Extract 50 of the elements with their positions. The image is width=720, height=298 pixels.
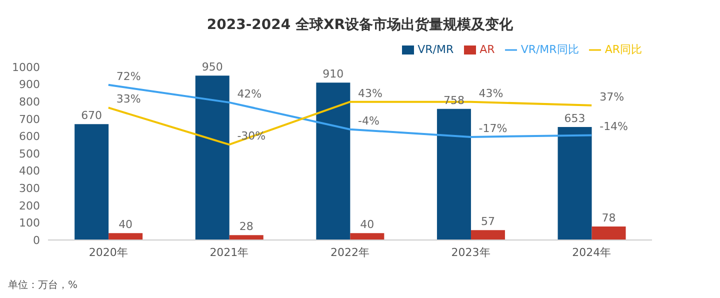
data-label: 40 xyxy=(360,218,374,232)
data-label: 33% xyxy=(116,92,141,106)
data-label: 40 xyxy=(118,218,133,232)
y-tick-label: 500 xyxy=(19,147,40,160)
y-tick-label: 600 xyxy=(19,130,40,144)
data-label: 72% xyxy=(116,70,141,83)
data-label: 43% xyxy=(358,86,382,100)
x-tick-label: 2024年 xyxy=(572,246,612,259)
legend-label: VR/MR同比 xyxy=(520,43,579,56)
bar xyxy=(316,82,350,240)
bar xyxy=(558,127,592,240)
y-tick-label: 300 xyxy=(19,182,40,196)
bar xyxy=(592,226,626,240)
x-tick-label: 2022年 xyxy=(330,246,370,259)
data-label: 57 xyxy=(480,215,495,228)
data-label: 78 xyxy=(602,212,616,225)
x-tick-label: 2021年 xyxy=(210,246,249,259)
y-tick-label: 900 xyxy=(19,78,40,92)
data-label: 670 xyxy=(81,109,102,122)
data-label: -14% xyxy=(600,120,628,134)
legend-label: AR xyxy=(480,43,495,56)
data-label: 910 xyxy=(322,68,344,81)
bar xyxy=(350,233,384,240)
bar xyxy=(108,233,143,240)
y-tick-label: 800 xyxy=(19,96,40,109)
x-tick-label: 2020年 xyxy=(88,246,128,259)
data-label: 950 xyxy=(202,60,223,74)
data-label: 42% xyxy=(237,87,262,100)
bar xyxy=(195,76,230,240)
y-tick-label: 1000 xyxy=(12,60,40,74)
bar xyxy=(229,235,264,240)
bar xyxy=(436,108,471,240)
data-label: -4% xyxy=(358,114,380,128)
y-tick-label: 200 xyxy=(19,199,40,212)
y-tick-label: 100 xyxy=(19,216,40,230)
data-label: 653 xyxy=(564,112,586,126)
bar xyxy=(470,230,505,240)
data-label: -17% xyxy=(478,122,508,135)
x-tick-label: 2023年 xyxy=(451,246,490,259)
text: 单位：万台，% xyxy=(8,280,78,291)
chart-title: 2023-2024 全球XR设备市场出货量规模及变化 xyxy=(206,16,514,35)
legend-label: VR/MR xyxy=(418,43,454,56)
data-label: 37% xyxy=(600,90,624,104)
data-label: 28 xyxy=(239,220,254,234)
bar xyxy=(74,124,109,240)
data-label: 43% xyxy=(478,86,504,100)
legend-label: AR同比 xyxy=(604,43,642,56)
y-tick-label: 400 xyxy=(19,164,40,178)
y-tick-label: 0 xyxy=(33,234,40,247)
y-tick-label: 700 xyxy=(19,112,40,126)
